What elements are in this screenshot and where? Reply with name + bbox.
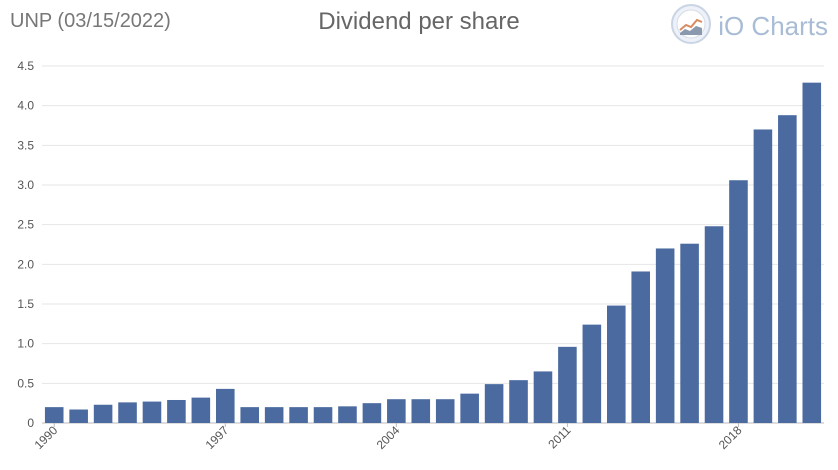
bar-2008 <box>484 384 504 423</box>
bar-2002 <box>338 406 357 423</box>
bar-2006 <box>435 399 455 423</box>
bar-2009 <box>509 380 528 423</box>
bar-2001 <box>313 407 333 423</box>
bar-1997 <box>215 388 235 423</box>
bar-2014 <box>631 271 651 423</box>
bar-1995 <box>167 399 186 423</box>
y-tick-label: 1.5 <box>17 297 34 311</box>
bar-2004 <box>387 399 406 423</box>
bar-2003 <box>362 403 382 423</box>
bar-2005 <box>411 399 431 423</box>
bar-1994 <box>142 401 162 423</box>
bar-2012 <box>582 324 602 423</box>
y-tick-label: 3.0 <box>17 178 34 192</box>
y-tick-label: 4.0 <box>17 99 34 113</box>
bar-2010 <box>533 371 553 423</box>
io-charts-logo-icon <box>670 3 712 50</box>
bar-2021 <box>802 82 822 423</box>
bar-1996 <box>191 397 211 423</box>
y-tick-label: 2.0 <box>17 257 34 271</box>
x-tick-label: 2011 <box>545 423 573 451</box>
x-tick-label: 1997 <box>203 423 232 452</box>
brand[interactable]: iO Charts <box>670 3 828 50</box>
bar-2000 <box>289 407 308 423</box>
bar-2016 <box>680 243 699 423</box>
x-tick-label: 1990 <box>32 423 61 452</box>
brand-text: iO Charts <box>718 11 828 41</box>
bar-2007 <box>460 393 479 423</box>
bar-2017 <box>704 226 724 423</box>
bar-1993 <box>118 402 137 423</box>
y-tick-label: 0 <box>27 416 34 430</box>
bar-2013 <box>606 305 626 423</box>
bar-2019 <box>753 129 773 423</box>
chart-title: Dividend per share <box>318 8 520 35</box>
bar-2020 <box>778 115 797 423</box>
bar-1990 <box>44 407 64 423</box>
bar-2011 <box>558 346 577 423</box>
y-tick-label: 0.5 <box>17 376 34 390</box>
y-tick-label: 2.5 <box>17 218 34 232</box>
y-tick-label: 4.5 <box>17 59 34 73</box>
y-tick-label: 3.5 <box>17 138 34 152</box>
bar-2018 <box>729 180 748 423</box>
ticker-label: UNP (03/15/2022) <box>10 10 171 32</box>
bar-1998 <box>240 407 260 423</box>
y-tick-label: 1.0 <box>17 337 34 351</box>
bar-1999 <box>264 407 284 423</box>
bar-1991 <box>69 409 88 423</box>
x-tick-label: 2018 <box>716 423 745 452</box>
bar-1992 <box>93 404 113 423</box>
x-tick-label: 2004 <box>374 423 403 452</box>
bar-2015 <box>655 248 675 423</box>
